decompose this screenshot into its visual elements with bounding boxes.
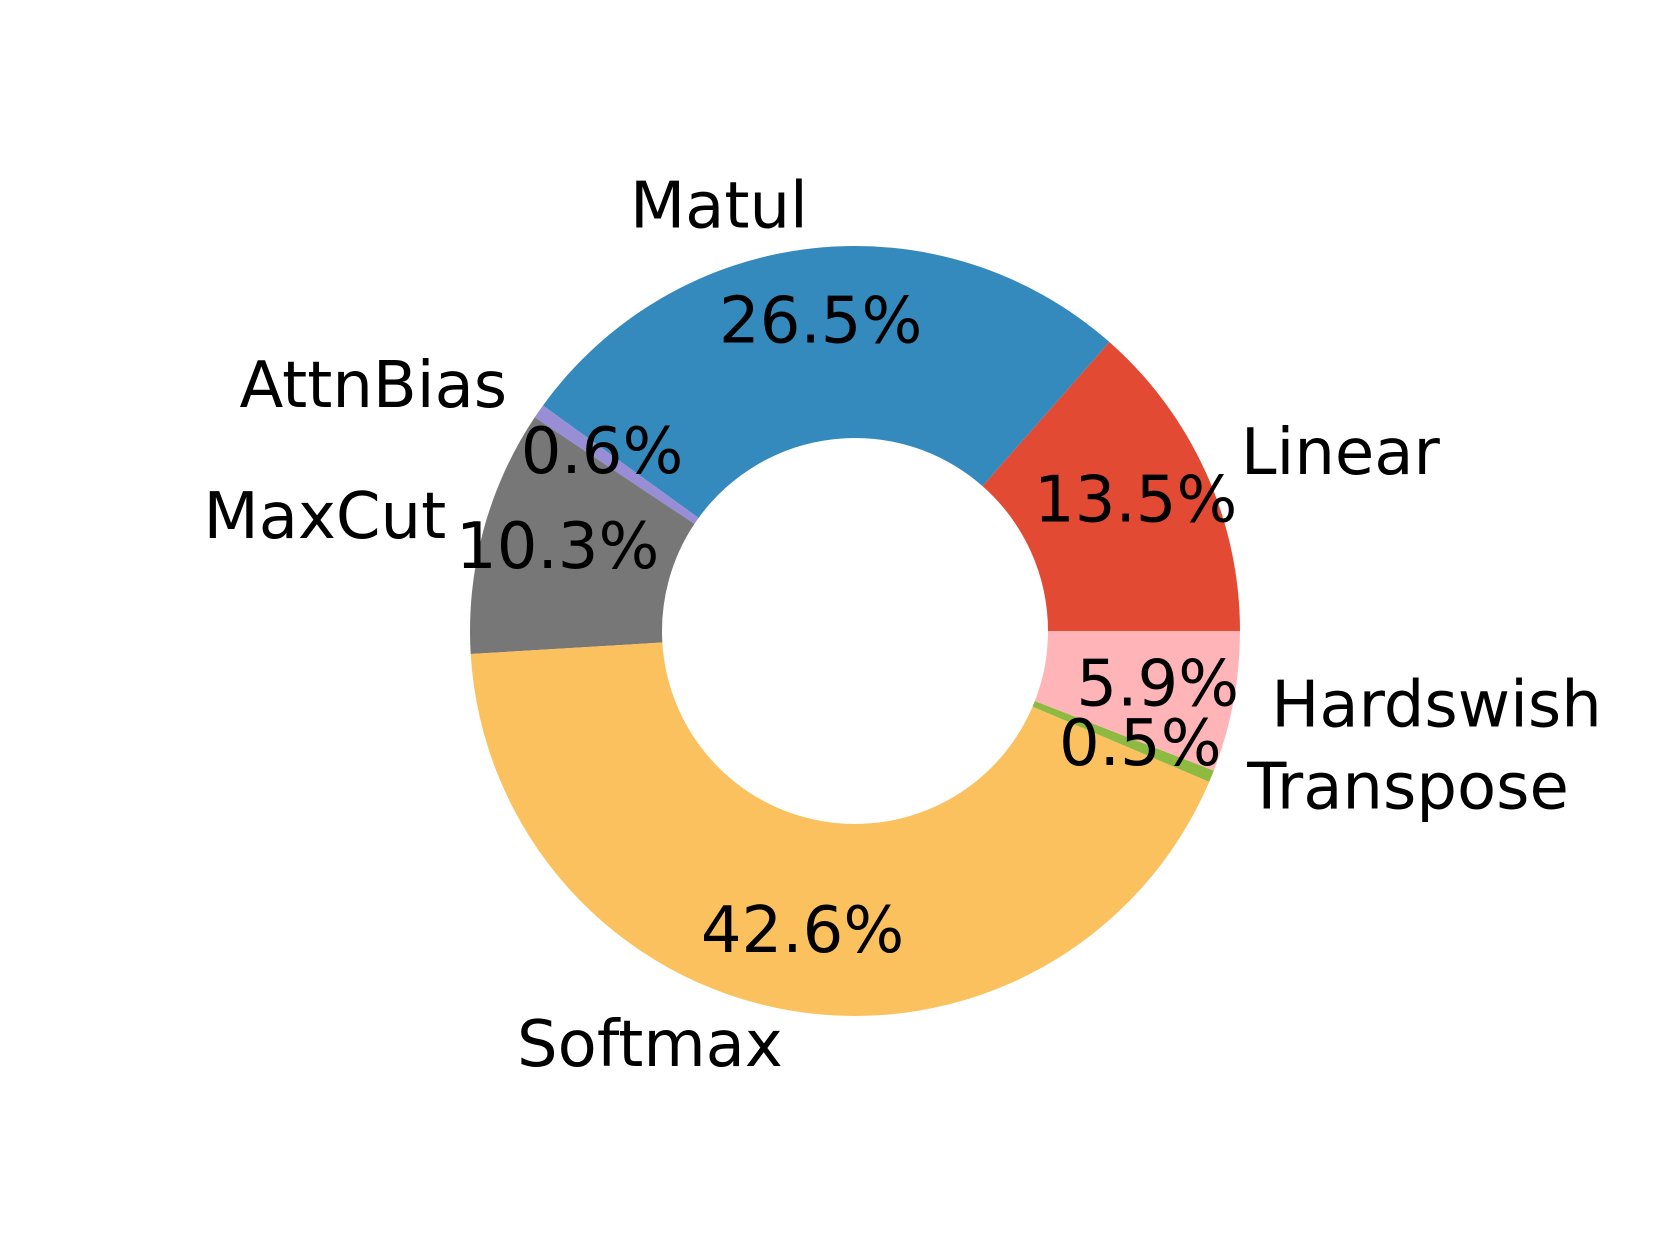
slice-label: Transpose: [1246, 750, 1569, 824]
wedge: [1032, 700, 1214, 782]
slice-label: Matul: [630, 170, 808, 244]
wedge: [1034, 631, 1240, 771]
slice-label: Hardswish: [1271, 669, 1602, 743]
value-label: 26.5%: [719, 284, 922, 358]
slice-label: AttnBias: [239, 349, 507, 423]
value-label: 5.9%: [1076, 647, 1239, 721]
slice-label: MaxCut: [204, 480, 447, 554]
wedge: [470, 417, 695, 654]
wedge: [534, 405, 699, 524]
slice-label: Linear: [1241, 416, 1441, 490]
value-label: 0.5%: [1059, 707, 1222, 781]
wedge: [470, 642, 1210, 1017]
wedge: [982, 341, 1240, 631]
wedge: [542, 246, 1110, 518]
value-label: 42.6%: [701, 894, 904, 968]
value-label: 13.5%: [1034, 464, 1237, 538]
value-label: 0.6%: [521, 415, 684, 489]
value-label: 10.3%: [456, 510, 659, 584]
slice-label: Softmax: [517, 1008, 783, 1082]
